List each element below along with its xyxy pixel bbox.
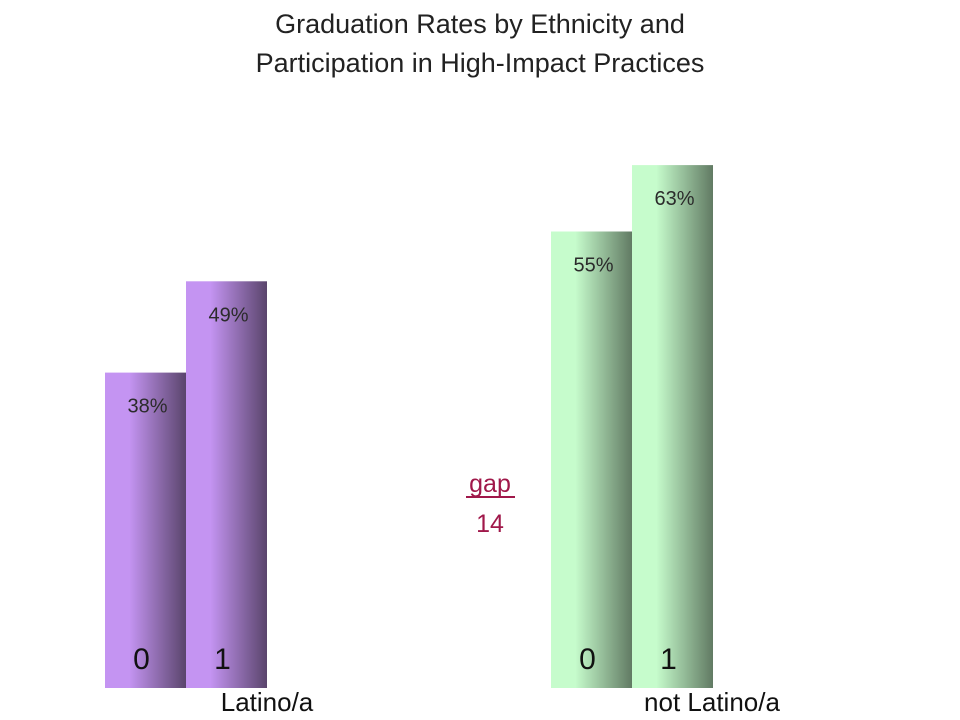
chart-title-line-2: Participation in High-Impact Practices [256,48,705,78]
category-label-latino-1: 1 [214,643,231,676]
value-label-latino-1: 49% [208,304,248,326]
bar-latino-1 [186,281,267,688]
gap-annotation-value: 14 [476,510,504,538]
bar-not-latino-0 [551,231,632,688]
value-label-not-latino-1: 63% [654,188,694,210]
category-label-latino-0: 0 [133,643,150,676]
value-label-latino-0: 38% [127,396,167,418]
chart-title-line-1: Graduation Rates by Ethnicity and [275,9,685,39]
gap-annotation-label: gap [469,470,511,498]
bar-not-latino-1 [632,165,713,689]
bars-layer: 38% 0 49% 1 55% 0 63% 1 [105,165,713,689]
bar-latino-0 [105,372,186,688]
value-label-not-latino-0: 55% [573,255,613,277]
category-label-not-latino-0: 0 [579,643,596,676]
group-label-not-latino: not Latino/a [644,687,780,717]
category-label-not-latino-1: 1 [660,643,677,676]
group-label-latino: Latino/a [221,687,314,717]
